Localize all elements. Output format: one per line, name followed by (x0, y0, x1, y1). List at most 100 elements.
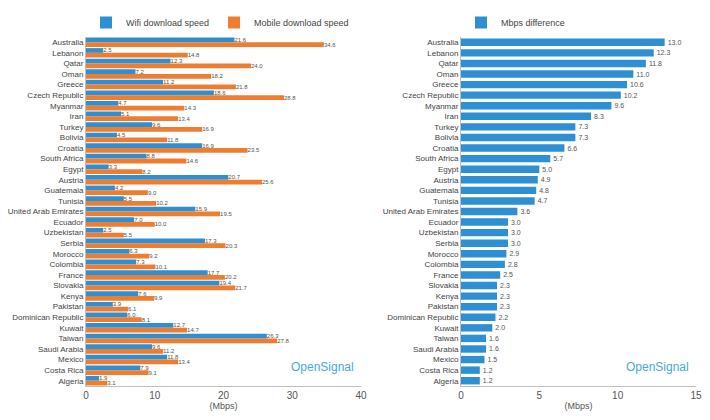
svg-text:Kuwait: Kuwait (434, 324, 459, 333)
svg-text:Costa Rica: Costa Rica (44, 366, 84, 375)
svg-text:Algeria: Algeria (433, 377, 458, 386)
svg-text:Iran: Iran (70, 112, 84, 121)
svg-text:Mexico: Mexico (433, 355, 459, 364)
svg-text:4.7: 4.7 (118, 100, 127, 106)
svg-text:3.0: 3.0 (511, 229, 521, 236)
svg-text:Australia: Australia (52, 38, 84, 47)
svg-text:Australia: Australia (427, 38, 459, 47)
svg-text:Saudi Arabia: Saudi Arabia (413, 345, 459, 354)
svg-text:6.1: 6.1 (128, 306, 137, 312)
svg-text:19.4: 19.4 (219, 280, 231, 286)
svg-text:2.0: 2.0 (495, 324, 505, 331)
svg-text:Ecuador: Ecuador (429, 218, 459, 227)
svg-text:Taiwan: Taiwan (58, 334, 83, 343)
svg-text:Pakistan: Pakistan (428, 302, 459, 311)
svg-text:2.9: 2.9 (509, 250, 519, 257)
svg-text:1.2: 1.2 (483, 367, 493, 374)
svg-text:7.3: 7.3 (578, 123, 588, 130)
svg-text:11.0: 11.0 (636, 71, 649, 78)
svg-text:2.5: 2.5 (103, 227, 112, 233)
svg-text:10.0: 10.0 (155, 221, 167, 227)
svg-text:30: 30 (287, 390, 299, 401)
svg-text:Ecuador: Ecuador (54, 218, 84, 227)
svg-text:Colombia: Colombia (50, 260, 84, 269)
svg-text:Colombia: Colombia (425, 260, 459, 269)
svg-text:13.4: 13.4 (178, 116, 190, 122)
svg-text:1.6: 1.6 (489, 345, 499, 352)
svg-text:18.2: 18.2 (211, 73, 223, 79)
svg-text:Guatemala: Guatemala (44, 186, 84, 195)
svg-text:Austria: Austria (433, 176, 458, 185)
svg-text:17.7: 17.7 (208, 270, 220, 276)
svg-text:Costa Rica: Costa Rica (419, 366, 459, 375)
svg-text:14.8: 14.8 (188, 52, 200, 58)
svg-text:24.0: 24.0 (251, 63, 263, 69)
svg-text:3.1: 3.1 (107, 380, 116, 386)
svg-text:9.9: 9.9 (154, 295, 163, 301)
svg-text:2.3: 2.3 (500, 293, 510, 300)
svg-text:7.0: 7.0 (134, 217, 143, 223)
svg-text:Kuwait: Kuwait (59, 324, 84, 333)
svg-text:11.8: 11.8 (167, 137, 179, 143)
svg-text:OpenSignal: OpenSignal (626, 360, 689, 374)
svg-text:Taiwan: Taiwan (433, 334, 458, 343)
svg-text:Czech Republic: Czech Republic (27, 91, 83, 100)
svg-text:10.2: 10.2 (156, 200, 168, 206)
svg-text:OpenSignal: OpenSignal (291, 360, 354, 374)
svg-text:8.1: 8.1 (142, 317, 151, 323)
svg-text:United Arab Emirates: United Arab Emirates (8, 207, 84, 216)
svg-text:7.2: 7.2 (136, 69, 145, 75)
svg-text:0: 0 (458, 390, 464, 401)
svg-text:Iran: Iran (445, 112, 459, 121)
svg-text:1.9: 1.9 (99, 375, 108, 381)
svg-text:Czech Republic: Czech Republic (402, 91, 458, 100)
svg-text:8.8: 8.8 (147, 153, 156, 159)
svg-text:34.6: 34.6 (324, 42, 336, 48)
svg-text:17.3: 17.3 (205, 238, 217, 244)
svg-text:Serbia: Serbia (435, 239, 459, 248)
svg-text:10: 10 (612, 390, 624, 401)
svg-text:Croatia: Croatia (433, 144, 459, 153)
svg-text:15.9: 15.9 (195, 206, 207, 212)
svg-text:Oman: Oman (62, 70, 84, 79)
svg-text:3.9: 3.9 (113, 301, 122, 307)
svg-text:Morocco: Morocco (53, 250, 84, 259)
svg-text:4.7: 4.7 (538, 197, 548, 204)
svg-text:Myanmar: Myanmar (50, 102, 84, 111)
svg-text:Dominican Republic: Dominican Republic (12, 313, 83, 322)
svg-text:12.3: 12.3 (657, 49, 671, 56)
svg-text:8.2: 8.2 (142, 169, 151, 175)
svg-text:Bolivia: Bolivia (60, 133, 84, 142)
svg-text:11.2: 11.2 (163, 79, 175, 85)
svg-text:Egypt: Egypt (63, 165, 84, 174)
svg-text:6.6: 6.6 (567, 145, 577, 152)
svg-text:3.6: 3.6 (520, 208, 530, 215)
svg-text:9.6: 9.6 (152, 344, 161, 350)
svg-text:Algeria: Algeria (58, 377, 83, 386)
svg-text:Mobile download speed: Mobile download speed (254, 18, 349, 28)
svg-text:Oman: Oman (437, 70, 459, 79)
svg-text:4.2: 4.2 (115, 185, 124, 191)
svg-text:16.9: 16.9 (202, 126, 214, 132)
svg-text:1.6: 1.6 (489, 335, 499, 342)
svg-text:1.2: 1.2 (483, 377, 493, 384)
svg-text:Serbia: Serbia (60, 239, 84, 248)
svg-text:5.7: 5.7 (553, 155, 563, 162)
svg-text:Greece: Greece (432, 80, 459, 89)
svg-text:Mexico: Mexico (58, 355, 84, 364)
svg-text:5.1: 5.1 (121, 111, 130, 117)
svg-text:8.3: 8.3 (594, 113, 604, 120)
svg-text:Saudi Arabia: Saudi Arabia (38, 345, 84, 354)
svg-text:19.5: 19.5 (220, 211, 232, 217)
svg-text:Myanmar: Myanmar (425, 102, 459, 111)
svg-text:20.7: 20.7 (228, 174, 240, 180)
svg-text:Dominican Republic: Dominican Republic (387, 313, 458, 322)
svg-text:14.7: 14.7 (187, 327, 199, 333)
svg-text:10.2: 10.2 (624, 92, 638, 99)
svg-text:10.6: 10.6 (630, 81, 644, 88)
svg-text:7.9: 7.9 (140, 365, 149, 371)
svg-text:9.0: 9.0 (148, 190, 157, 196)
svg-text:4.5: 4.5 (117, 132, 126, 138)
svg-text:Slovakia: Slovakia (428, 281, 459, 290)
svg-text:2.5: 2.5 (103, 47, 112, 53)
